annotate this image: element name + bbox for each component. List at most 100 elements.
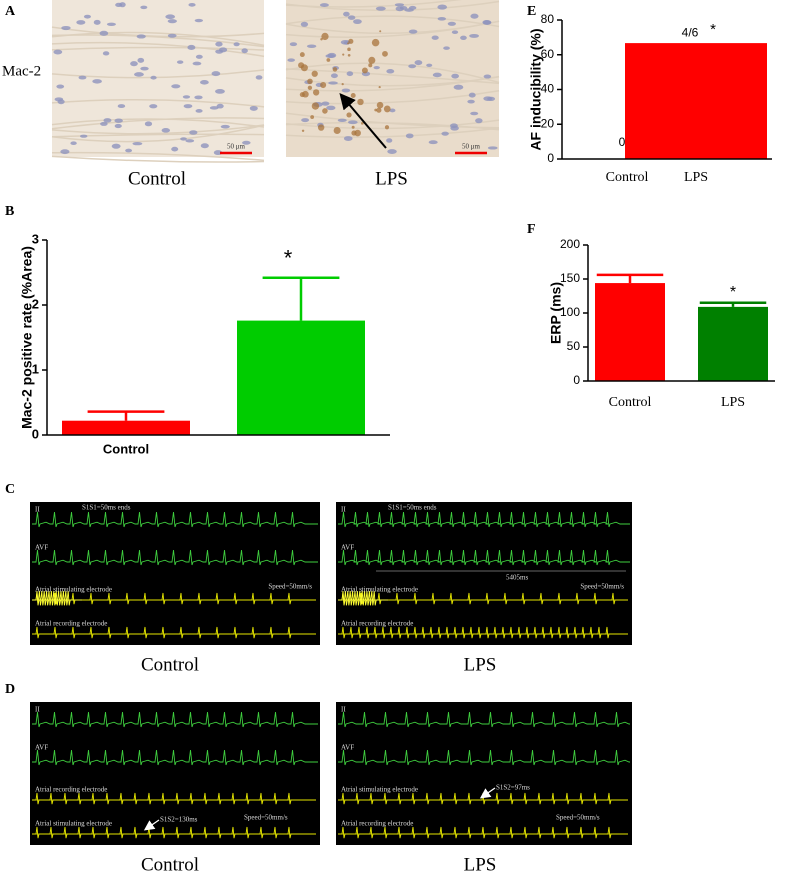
fiber xyxy=(285,62,500,84)
nucleus xyxy=(337,118,347,122)
nucleus xyxy=(132,142,143,146)
recording-caption: LPS xyxy=(464,854,497,873)
nucleus xyxy=(373,65,380,70)
panel-label: B xyxy=(5,204,14,219)
electrode-trace xyxy=(338,592,628,605)
bar xyxy=(62,420,190,435)
y-tick-label: 100 xyxy=(560,305,580,319)
electrode-trace xyxy=(338,626,628,639)
nucleus xyxy=(149,104,158,109)
electrode-trace xyxy=(338,792,628,805)
panel-label: F xyxy=(527,222,536,237)
fiber xyxy=(51,155,265,163)
ecg-text: Speed=50mm/s xyxy=(556,814,600,822)
x-tick-label: Control xyxy=(609,395,652,410)
stain xyxy=(351,125,355,129)
ecg-trace xyxy=(338,711,630,728)
nucleus xyxy=(140,5,148,10)
stain xyxy=(379,30,382,33)
nucleus xyxy=(137,57,145,63)
nucleus xyxy=(343,11,350,17)
nucleus xyxy=(405,133,414,139)
nucleus xyxy=(460,35,467,40)
nucleus xyxy=(53,49,63,55)
y-tick-label: 200 xyxy=(560,237,580,251)
x-tick-label: LPS xyxy=(684,170,708,185)
stain xyxy=(310,115,315,119)
electrode-trace xyxy=(32,592,316,605)
ecg-trace xyxy=(338,511,630,528)
ecg-text: II xyxy=(35,506,40,514)
nucleus xyxy=(171,84,181,89)
fiber xyxy=(51,151,265,162)
annotation: * xyxy=(730,284,736,301)
y-tick-label: 40 xyxy=(541,82,555,96)
nucleus xyxy=(192,61,202,66)
nucleus xyxy=(185,139,195,143)
stain xyxy=(382,50,388,57)
stain xyxy=(341,83,344,86)
recording-caption: Control xyxy=(141,854,199,873)
stain xyxy=(346,112,352,118)
stain xyxy=(342,53,345,56)
fiber xyxy=(285,15,500,28)
y-tick-label: 0 xyxy=(547,151,554,165)
nucleus xyxy=(467,99,475,104)
nucleus xyxy=(92,79,102,84)
nucleus xyxy=(165,14,176,20)
nucleus xyxy=(327,52,337,58)
nucleus xyxy=(441,131,449,136)
y-tick-label: 1 xyxy=(32,361,39,376)
y-tick-label: 2 xyxy=(32,296,39,311)
nucleus xyxy=(437,4,448,10)
stain xyxy=(368,56,376,64)
nucleus xyxy=(387,149,397,154)
nucleus xyxy=(328,81,338,85)
electrode-trace xyxy=(32,792,316,805)
stain xyxy=(326,58,331,62)
micrograph xyxy=(52,0,264,157)
nucleus xyxy=(194,18,204,23)
ecg-text: Speed=50mm/s xyxy=(244,814,288,822)
nucleus xyxy=(330,73,338,79)
bar xyxy=(698,306,768,381)
stain xyxy=(361,122,364,125)
ecg-text: S1S1=50ms ends xyxy=(82,504,131,512)
nucleus xyxy=(167,19,177,24)
nucleus xyxy=(469,33,479,38)
ecg-text: II xyxy=(35,706,40,714)
nucleus xyxy=(171,146,179,152)
nucleus xyxy=(389,108,396,113)
y-tick-label: 3 xyxy=(32,231,39,246)
nucleus xyxy=(289,42,298,47)
nucleus xyxy=(215,88,225,94)
note-arrow xyxy=(143,819,160,831)
nucleus xyxy=(134,72,144,77)
ecg-recording: II AVF Atrial stimulating electrode Atrial … xyxy=(30,502,320,645)
nucleus xyxy=(343,136,353,141)
nucleus xyxy=(167,33,177,38)
value-label: 4/6 xyxy=(682,25,699,39)
row-label: Mac-2 xyxy=(2,63,41,79)
nucleus xyxy=(287,58,295,62)
nucleus xyxy=(241,48,248,54)
nucleus xyxy=(453,84,464,90)
nucleus xyxy=(437,16,447,21)
ecg-text: AVF xyxy=(341,544,354,552)
annotation: * xyxy=(710,21,716,38)
image-caption: LPS xyxy=(375,168,408,189)
nucleus xyxy=(76,20,86,25)
nucleus xyxy=(443,46,450,50)
ecg-text: AVF xyxy=(35,744,48,752)
nucleus xyxy=(140,66,149,71)
ecg-text: Atrial stimulating electrode xyxy=(341,586,418,594)
x-tick-label: Control xyxy=(606,170,649,185)
ecg-trace xyxy=(32,711,318,728)
ecg-text: Atrial stimulating electrode xyxy=(35,586,112,594)
nucleus xyxy=(321,101,330,106)
ecg-trace xyxy=(338,549,630,566)
stain xyxy=(374,108,378,112)
nucleus xyxy=(80,134,88,138)
fiber xyxy=(51,124,265,143)
fiber xyxy=(51,41,265,58)
